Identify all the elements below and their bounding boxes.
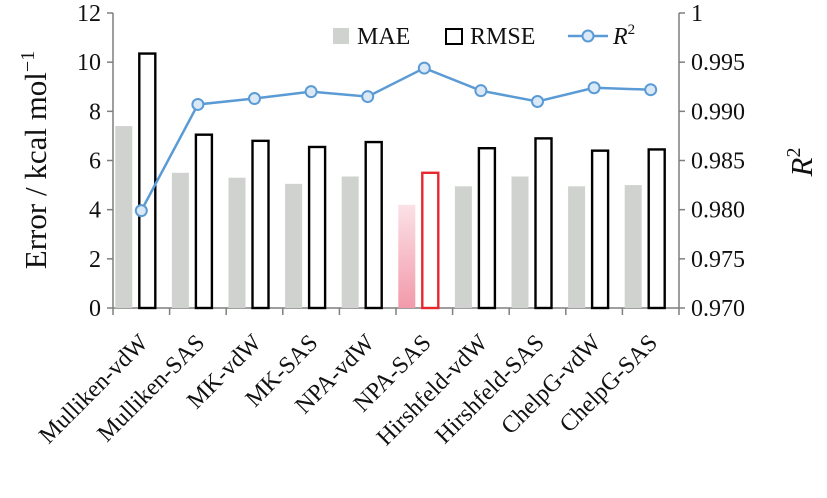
bar-rmse: [364, 140, 383, 310]
legend-rmse-swatch: [445, 28, 463, 45]
left-axis-title: Error / kcal mol−1: [17, 51, 53, 269]
bar-mae: [285, 183, 303, 308]
legend: MAE RMSE R2: [333, 22, 635, 50]
r2-point: [644, 83, 658, 97]
legend-r2-label: R2: [612, 22, 635, 50]
bar-rmse: [251, 139, 270, 310]
legend-mae-swatch: [333, 28, 349, 44]
legend-r2-marker: [581, 29, 595, 43]
bar-rmse: [477, 147, 497, 310]
right-tick-label: 0.980: [691, 198, 745, 224]
r2-point: [134, 204, 148, 218]
bar-rmse: [138, 52, 157, 310]
r2-point: [417, 61, 431, 75]
left-tick-label: 8: [89, 99, 101, 125]
bar-mae: [115, 126, 133, 308]
r2-point: [361, 90, 375, 104]
legend-mae-label: MAE: [357, 24, 410, 50]
left-tick-label: 4: [89, 198, 101, 224]
right-tick-label: 0.985: [691, 149, 745, 175]
r2-point: [248, 92, 261, 106]
right-tick-label: 1: [691, 1, 703, 27]
r2-point: [191, 97, 205, 111]
bar-rmse: [590, 149, 610, 310]
bar-mae: [228, 177, 246, 308]
bar-mae: [568, 186, 586, 308]
right-tick-label: 0.970: [691, 296, 745, 322]
right-tick-label: 0.975: [691, 247, 745, 273]
r2-point: [531, 95, 544, 108]
r2-point: [304, 85, 318, 99]
right-axis-title: R2: [783, 148, 819, 178]
right-tick-label: 0.995: [691, 50, 745, 76]
bar-mae: [454, 186, 472, 308]
bar-mae: [171, 172, 189, 308]
bar-rmse: [647, 148, 666, 310]
r2-point: [474, 84, 488, 98]
bar-mae: [341, 176, 359, 308]
legend-rmse-label: RMSE: [470, 24, 535, 50]
r2-point: [587, 81, 601, 95]
bar-rmse: [421, 171, 440, 310]
plot-area: 0 2 4 6 8 10 12 0.970 0.975 0.980 0.985 0.990 0.995 1…: [34, 1, 745, 451]
bar-mae: [511, 176, 529, 308]
left-tick-label: 12: [77, 1, 101, 27]
left-tick-label: 6: [89, 149, 101, 175]
bar-mae: [398, 204, 416, 308]
bar-rmse: [534, 137, 553, 310]
r2-series-line: [140, 66, 651, 212]
right-tick-label: 0.990: [691, 99, 745, 125]
bar-rmse: [307, 145, 327, 310]
left-tick-label: 10: [77, 50, 101, 76]
bar-rmse: [194, 133, 214, 310]
bar-mae: [624, 185, 642, 308]
left-tick-label: 2: [89, 247, 101, 273]
left-tick-label: 0: [89, 296, 101, 322]
